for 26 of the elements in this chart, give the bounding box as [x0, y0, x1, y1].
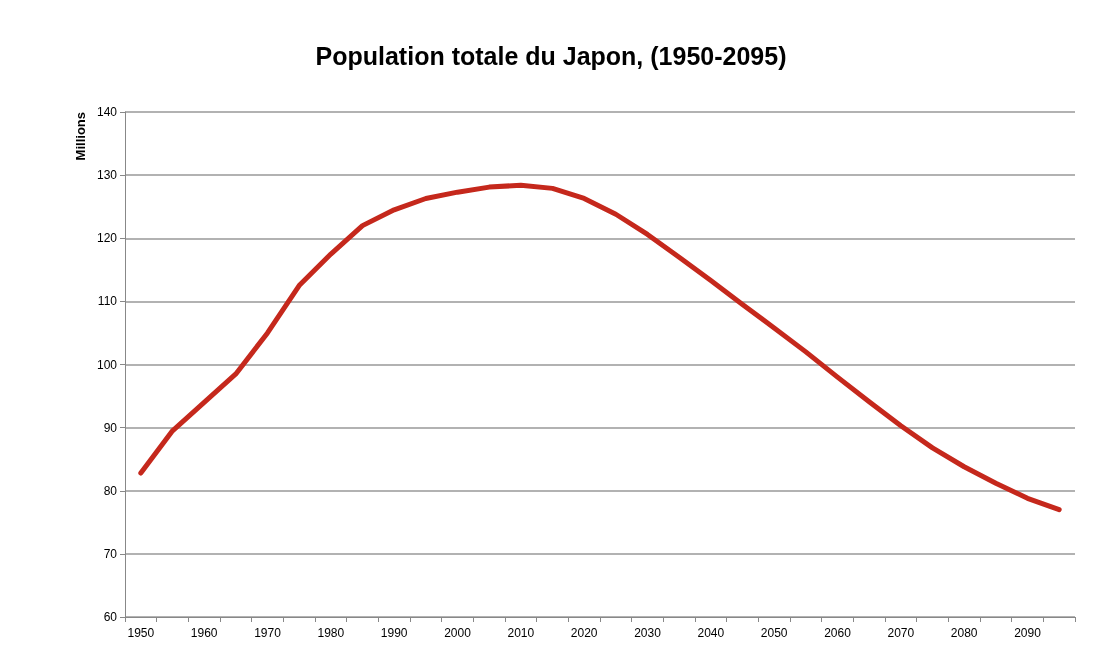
x-tick-label: 1990: [380, 626, 408, 640]
chart-title: Population totale du Japon, (1950-2095): [315, 41, 787, 70]
x-tick-label: 2080: [950, 626, 978, 640]
x-tick-label: 1980: [317, 626, 345, 640]
y-tick-label: 120: [96, 231, 118, 246]
x-tick-label: 2050: [760, 626, 788, 640]
x-tick-label: 2000: [444, 626, 472, 640]
y-tick-label: 70: [103, 546, 118, 561]
x-tick-label: 2060: [824, 626, 852, 640]
y-tick-label: 60: [103, 610, 118, 624]
y-tick-label: 90: [103, 420, 118, 435]
x-tick-label: 2010: [507, 626, 535, 640]
y-tick-label: 110: [97, 294, 118, 309]
x-tick-label: 1950: [127, 626, 155, 640]
x-tick-label: 2030: [634, 626, 662, 640]
y-tick-label: 100: [96, 357, 118, 372]
x-tick-label: 2090: [1014, 626, 1042, 640]
x-tick-label: 1960: [190, 626, 218, 640]
y-axis-title: Millions: [73, 112, 88, 161]
x-tick-label: 1970: [254, 626, 282, 640]
x-tick-label: 2070: [887, 626, 915, 640]
y-tick-label: 80: [103, 483, 118, 498]
y-tick-label: 130: [96, 168, 118, 183]
y-tick-label: 140: [96, 105, 118, 119]
x-tick-label: 2020: [570, 626, 598, 640]
x-tick-label: 2040: [697, 626, 725, 640]
